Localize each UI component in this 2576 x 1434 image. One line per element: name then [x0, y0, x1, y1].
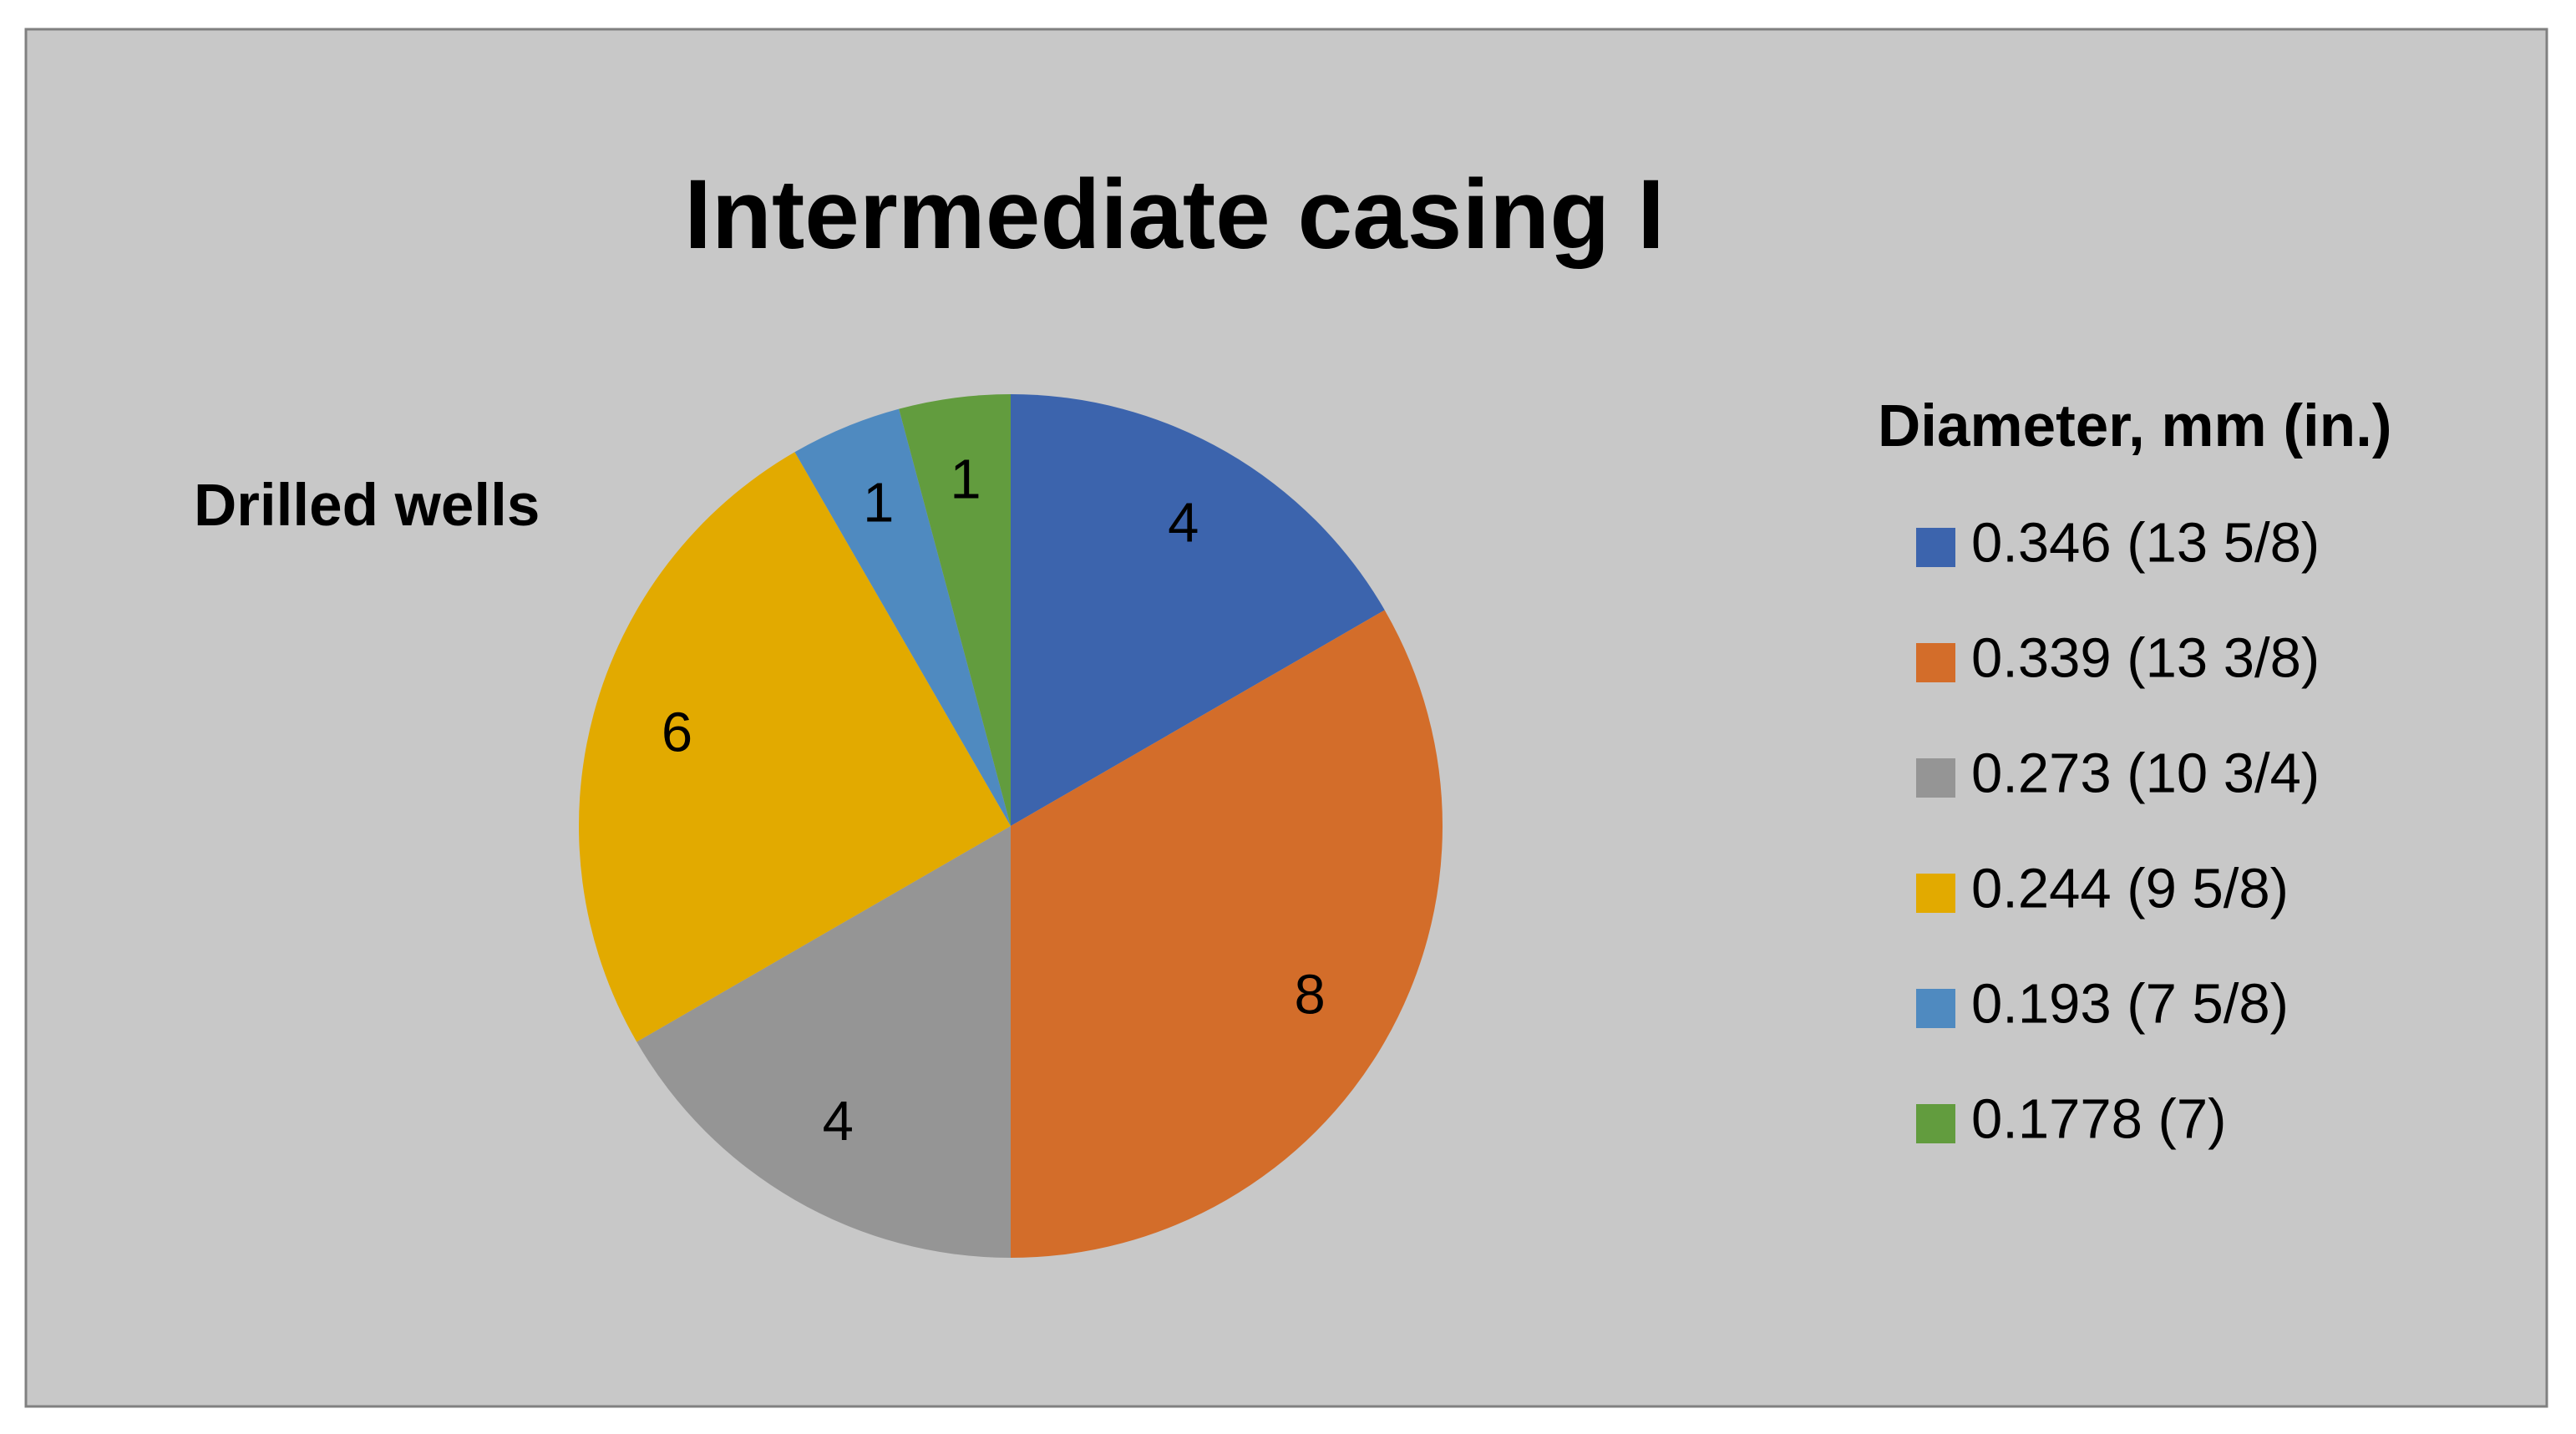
data-label: 4 [823, 1090, 854, 1153]
series-label: Drilled wells [194, 473, 540, 539]
legend-swatch [1916, 989, 1955, 1028]
legend-label: 0.346 (13 5/8) [1971, 512, 2320, 575]
data-label: 1 [863, 472, 894, 535]
legend-label: 0.193 (7 5/8) [1971, 973, 2289, 1036]
legend-swatch [1916, 528, 1955, 567]
data-label: 8 [1295, 964, 1326, 1026]
legend-label: 0.339 (13 3/8) [1971, 627, 2320, 690]
pie-slice [636, 826, 1011, 1258]
legend-label: 0.273 (10 3/4) [1971, 742, 2320, 805]
legend-swatch [1916, 1104, 1955, 1143]
data-label: 4 [1168, 492, 1199, 555]
pie-slice [579, 452, 1011, 1042]
legend-label: 0.244 (9 5/8) [1971, 858, 2289, 920]
legend-title: Diameter, mm (in.) [1878, 393, 2392, 459]
pie-slice [794, 408, 1011, 826]
pie-slice [1011, 394, 1385, 826]
chart-title: Intermediate casing I [684, 160, 1665, 270]
legend-swatch [1916, 643, 1955, 682]
pie-slice [899, 394, 1011, 826]
data-label: 6 [662, 702, 692, 764]
legend-label: 0.1778 (7) [1971, 1088, 2226, 1151]
legend-swatch [1916, 874, 1955, 913]
legend-swatch [1916, 758, 1955, 798]
data-label: 1 [950, 448, 981, 511]
pie-slice [1011, 610, 1443, 1258]
